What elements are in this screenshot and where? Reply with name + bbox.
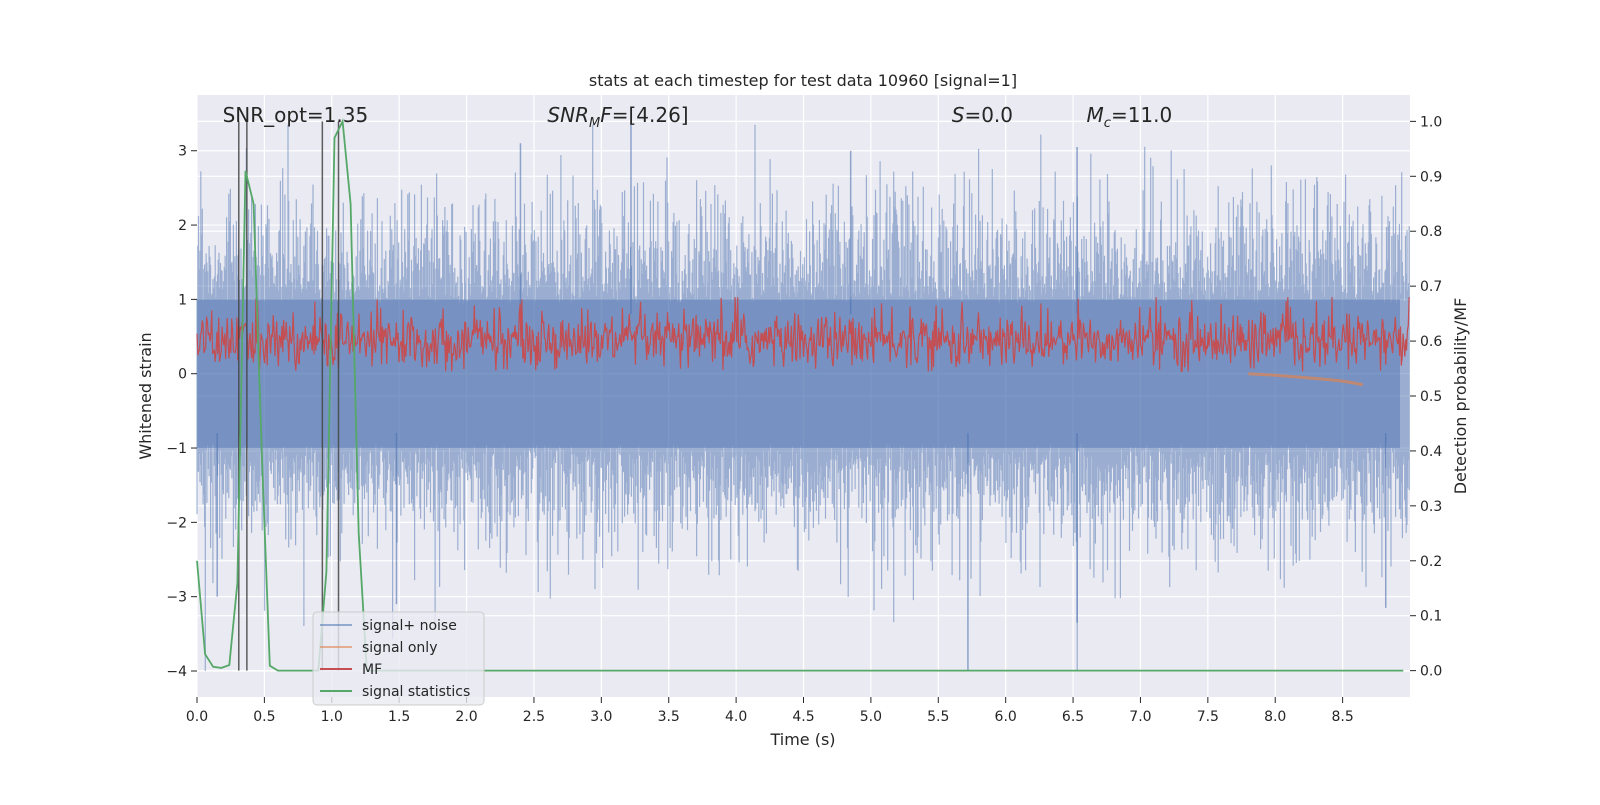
- y-right-axis-label: Detection probability/MF: [1451, 298, 1470, 495]
- legend-label-signal: signal only: [362, 640, 437, 656]
- y-right-tick-label: 0.3: [1420, 499, 1442, 515]
- legend-box: [312, 611, 485, 706]
- y-tick-label: 3: [178, 144, 187, 160]
- signal-only-series: [1248, 372, 1364, 387]
- signal-only-line: [1248, 372, 1364, 387]
- x-tick-label: 1.0: [321, 709, 343, 725]
- chart-title: stats at each timestep for test data 109…: [589, 71, 1017, 90]
- y-right-tick-label: 1.0: [1420, 114, 1442, 130]
- y-right-tick-label: 0.5: [1420, 389, 1442, 405]
- y-right-tick-label: 0.6: [1420, 334, 1442, 350]
- y-right-tick-label: 0.8: [1420, 224, 1442, 240]
- annotation-label: SNR_opt=1.35: [223, 103, 369, 127]
- x-tick-label: 5.0: [860, 709, 882, 725]
- legend: signal+ noise signal only MF signal stat…: [312, 611, 485, 706]
- legend-label-stats: signal statistics: [362, 684, 470, 700]
- x-tick-label: 3.0: [590, 709, 612, 725]
- x-tick-label: 8.0: [1264, 709, 1286, 725]
- y-right-tick-label: 0.4: [1420, 444, 1442, 460]
- y-ticks: 3 2 1 0 −1 −2 −3 −4: [166, 144, 197, 680]
- x-tick-label: 6.0: [995, 709, 1017, 725]
- x-tick-label: 4.0: [725, 709, 747, 725]
- y-right-tick-label: 0.0: [1420, 664, 1442, 680]
- annotation-label: Mc=11.0: [1087, 103, 1173, 131]
- mf-line: [196, 297, 1410, 372]
- x-tick-label: 2.5: [523, 709, 545, 725]
- annotation-label: S=0.0: [952, 103, 1013, 127]
- x-tick-label: 1.5: [388, 709, 410, 725]
- signal-statistics-line: [196, 118, 1404, 672]
- vertical-markers: [238, 121, 340, 671]
- legend-label-mf: MF: [362, 662, 382, 678]
- x-tick-label: 0.0: [186, 709, 208, 725]
- x-tick-label: 0.5: [253, 709, 275, 725]
- mf-series: [196, 297, 1410, 372]
- legend-label-noise: signal+ noise: [362, 618, 457, 634]
- y-tick-label: −1: [166, 441, 187, 457]
- x-ticks: 0.0 0.5 1.0 1.5 2.0 2.5 3.0 3.5 4.0 4.5 5.0 5.5 6.0 6…: [186, 697, 1354, 725]
- x-tick-label: 5.5: [927, 709, 949, 725]
- x-tick-label: 7.0: [1129, 709, 1151, 725]
- annotation-label: SNRMF=[4.26]: [547, 103, 688, 131]
- y-right-tick-label: 0.7: [1420, 279, 1442, 295]
- x-axis-label: Time (s): [769, 730, 835, 749]
- y-tick-label: 0: [178, 367, 187, 383]
- signal-statistics-series: [196, 118, 1404, 672]
- y-tick-label: 1: [178, 292, 187, 308]
- x-tick-label: 7.5: [1197, 709, 1219, 725]
- y-tick-label: −4: [166, 664, 187, 680]
- x-tick-label: 4.5: [792, 709, 814, 725]
- y-right-tick-label: 0.9: [1420, 169, 1442, 185]
- y-right-tick-label: 0.2: [1420, 554, 1442, 570]
- y-axis-label: Whitened strain: [136, 332, 155, 459]
- y-tick-label: −2: [166, 515, 187, 531]
- x-tick-label: 2.0: [455, 709, 477, 725]
- annotations: SNR_opt=1.35 SNRMF=[4.26] S=0.0 Mc=11.0: [223, 103, 1173, 131]
- y-tick-label: −3: [166, 590, 187, 606]
- y-right-tick-label: 0.1: [1420, 609, 1442, 625]
- y-right-ticks: 1.0 0.9 0.8 0.7 0.6 0.5 0.4 0.3 0.2 0.1 0.0: [1410, 114, 1442, 680]
- x-tick-label: 8.5: [1331, 709, 1353, 725]
- x-tick-label: 6.5: [1062, 709, 1084, 725]
- x-tick-label: 3.5: [658, 709, 680, 725]
- y-tick-label: 2: [178, 218, 187, 234]
